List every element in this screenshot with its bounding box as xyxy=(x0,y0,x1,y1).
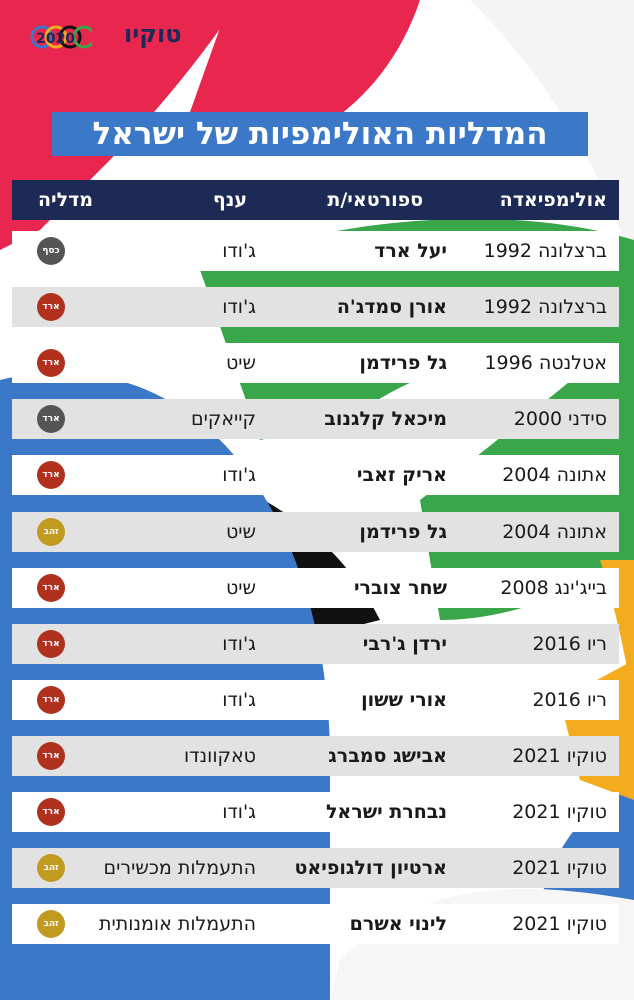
olympiad-cell: ריו 2016 xyxy=(532,632,607,655)
header-sport: ענף xyxy=(212,189,247,211)
table-row: ריו 2016 ירדן ג'רבי ג'ודו ארד xyxy=(12,623,619,664)
medal-badge-icon: זהב xyxy=(37,854,65,883)
medal-badge-icon: ארד xyxy=(37,349,65,378)
medal-badge-icon: ארד xyxy=(37,405,65,434)
athlete-cell: נבחרת ישראל xyxy=(325,801,447,823)
sport-cell: טאקוונדו xyxy=(183,744,256,767)
sport-cell: שיט xyxy=(225,576,256,599)
table-row: ברצלונה 1992 אורן סמדג'ה ג'ודו ארד xyxy=(12,287,619,328)
sport-cell: התעמלות מכשירים xyxy=(103,857,256,880)
athlete-cell: יעל ארד xyxy=(374,240,447,262)
olympiad-cell: טוקיו 2021 xyxy=(512,857,607,880)
athlete-cell: מיכאל קלגנוב xyxy=(324,408,447,431)
table-row: טוקיו 2021 ארטיון דולגופיאט התעמלות מכשירי… xyxy=(12,848,619,889)
sport-cell: התעמלות אומנותית xyxy=(99,913,256,936)
table-header: אולימפיאדה ספורטאי/ת ענף מדליה xyxy=(12,180,619,220)
athlete-cell: ירדן ג'רבי xyxy=(362,632,447,655)
page-title: המדליות האולימפיות של ישראל xyxy=(52,112,588,156)
athlete-cell: שחר צוברי xyxy=(353,576,447,599)
olympiad-cell: טוקיו 2021 xyxy=(512,744,607,767)
logo-text: טוקיו xyxy=(124,20,182,48)
table-row: אתונה 2004 אריק זאבי ג'ודו ארד xyxy=(12,455,619,496)
sport-cell: ג'ודו xyxy=(222,296,256,319)
table-row: ריו 2016 אורי ששון ג'ודו ארד xyxy=(12,679,619,720)
sport-cell: קייאקים xyxy=(190,408,256,431)
olympiad-cell: בייג'ינג 2008 xyxy=(500,576,607,599)
olympiad-cell: ברצלונה 1992 xyxy=(483,296,607,319)
medal-badge-icon: כסף xyxy=(37,237,65,265)
olympic-rings-icon: 2020 xyxy=(30,25,116,49)
medal-badge-icon: זהב xyxy=(37,517,65,546)
olympiad-cell: סידני 2000 xyxy=(513,408,607,431)
sport-cell: ג'ודו xyxy=(222,464,256,487)
medal-badge-icon: ארד xyxy=(37,685,65,714)
table-row: טוקיו 2021 אבישג סמברג טאקוונדו ארד xyxy=(12,735,619,776)
medal-badge-icon: ארד xyxy=(37,629,65,658)
athlete-cell: אורי ששון xyxy=(361,688,447,711)
sport-cell: שיט xyxy=(225,352,256,375)
olympiad-cell: ריו 2016 xyxy=(532,688,607,711)
medal-badge-icon: ארד xyxy=(37,798,65,826)
athlete-cell: אריק זאבי xyxy=(356,464,447,487)
table-row: אתונה 2004 גל פרידמן שיט זהב xyxy=(12,511,619,552)
athlete-cell: לינוי אשרם xyxy=(349,913,447,936)
olympiad-cell: אתונה 2004 xyxy=(502,520,607,543)
medal-badge-icon: ארד xyxy=(37,293,65,322)
header-athlete: ספורטאי/ת xyxy=(327,189,423,211)
olympiad-cell: טוקיו 2021 xyxy=(512,801,607,823)
athlete-cell: גל פרידמן xyxy=(359,352,447,375)
table-row: סידני 2000 מיכאל קלגנוב קייאקים ארד xyxy=(12,399,619,440)
athlete-cell: ארטיון דולגופיאט xyxy=(294,857,447,880)
header-medal: מדליה xyxy=(37,189,93,211)
table-row: טוקיו 2021 לינוי אשרם התעמלות אומנותית זהב xyxy=(12,904,619,945)
medal-badge-icon: ארד xyxy=(37,461,65,490)
table-row: אטלנטה 1996 גל פרידמן שיט ארד xyxy=(12,343,619,384)
medal-badge-icon: ארד xyxy=(37,573,65,602)
athlete-cell: גל פרידמן xyxy=(359,520,447,543)
athlete-cell: אורן סמדג'ה xyxy=(336,296,447,319)
medal-badge-icon: ארד xyxy=(37,741,65,770)
table-row: ברצלונה 1992 יעל ארד ג'ודו כסף xyxy=(12,231,619,271)
sport-cell: שיט xyxy=(225,520,256,543)
tokyo-2020-logo: 2020 טוקיו xyxy=(28,20,182,54)
olympiad-cell: טוקיו 2021 xyxy=(512,913,607,936)
sport-cell: ג'ודו xyxy=(222,688,256,711)
sport-cell: ג'ודו xyxy=(222,632,256,655)
header-olympiad: אולימפיאדה xyxy=(499,189,607,211)
logo-digits: 2020 xyxy=(36,31,75,47)
sport-cell: ג'ודו xyxy=(222,801,256,823)
table-row: טוקיו 2021 נבחרת ישראל ג'ודו ארד xyxy=(12,792,619,832)
olympiad-cell: ברצלונה 1992 xyxy=(483,240,607,262)
sport-cell: ג'ודו xyxy=(222,240,256,262)
olympiad-cell: אטלנטה 1996 xyxy=(484,352,607,375)
olympiad-cell: אתונה 2004 xyxy=(502,464,607,487)
table-row: בייג'ינג 2008 שחר צוברי שיט ארד xyxy=(12,567,619,608)
athlete-cell: אבישג סמברג xyxy=(328,744,447,767)
medal-badge-icon: זהב xyxy=(37,910,65,939)
